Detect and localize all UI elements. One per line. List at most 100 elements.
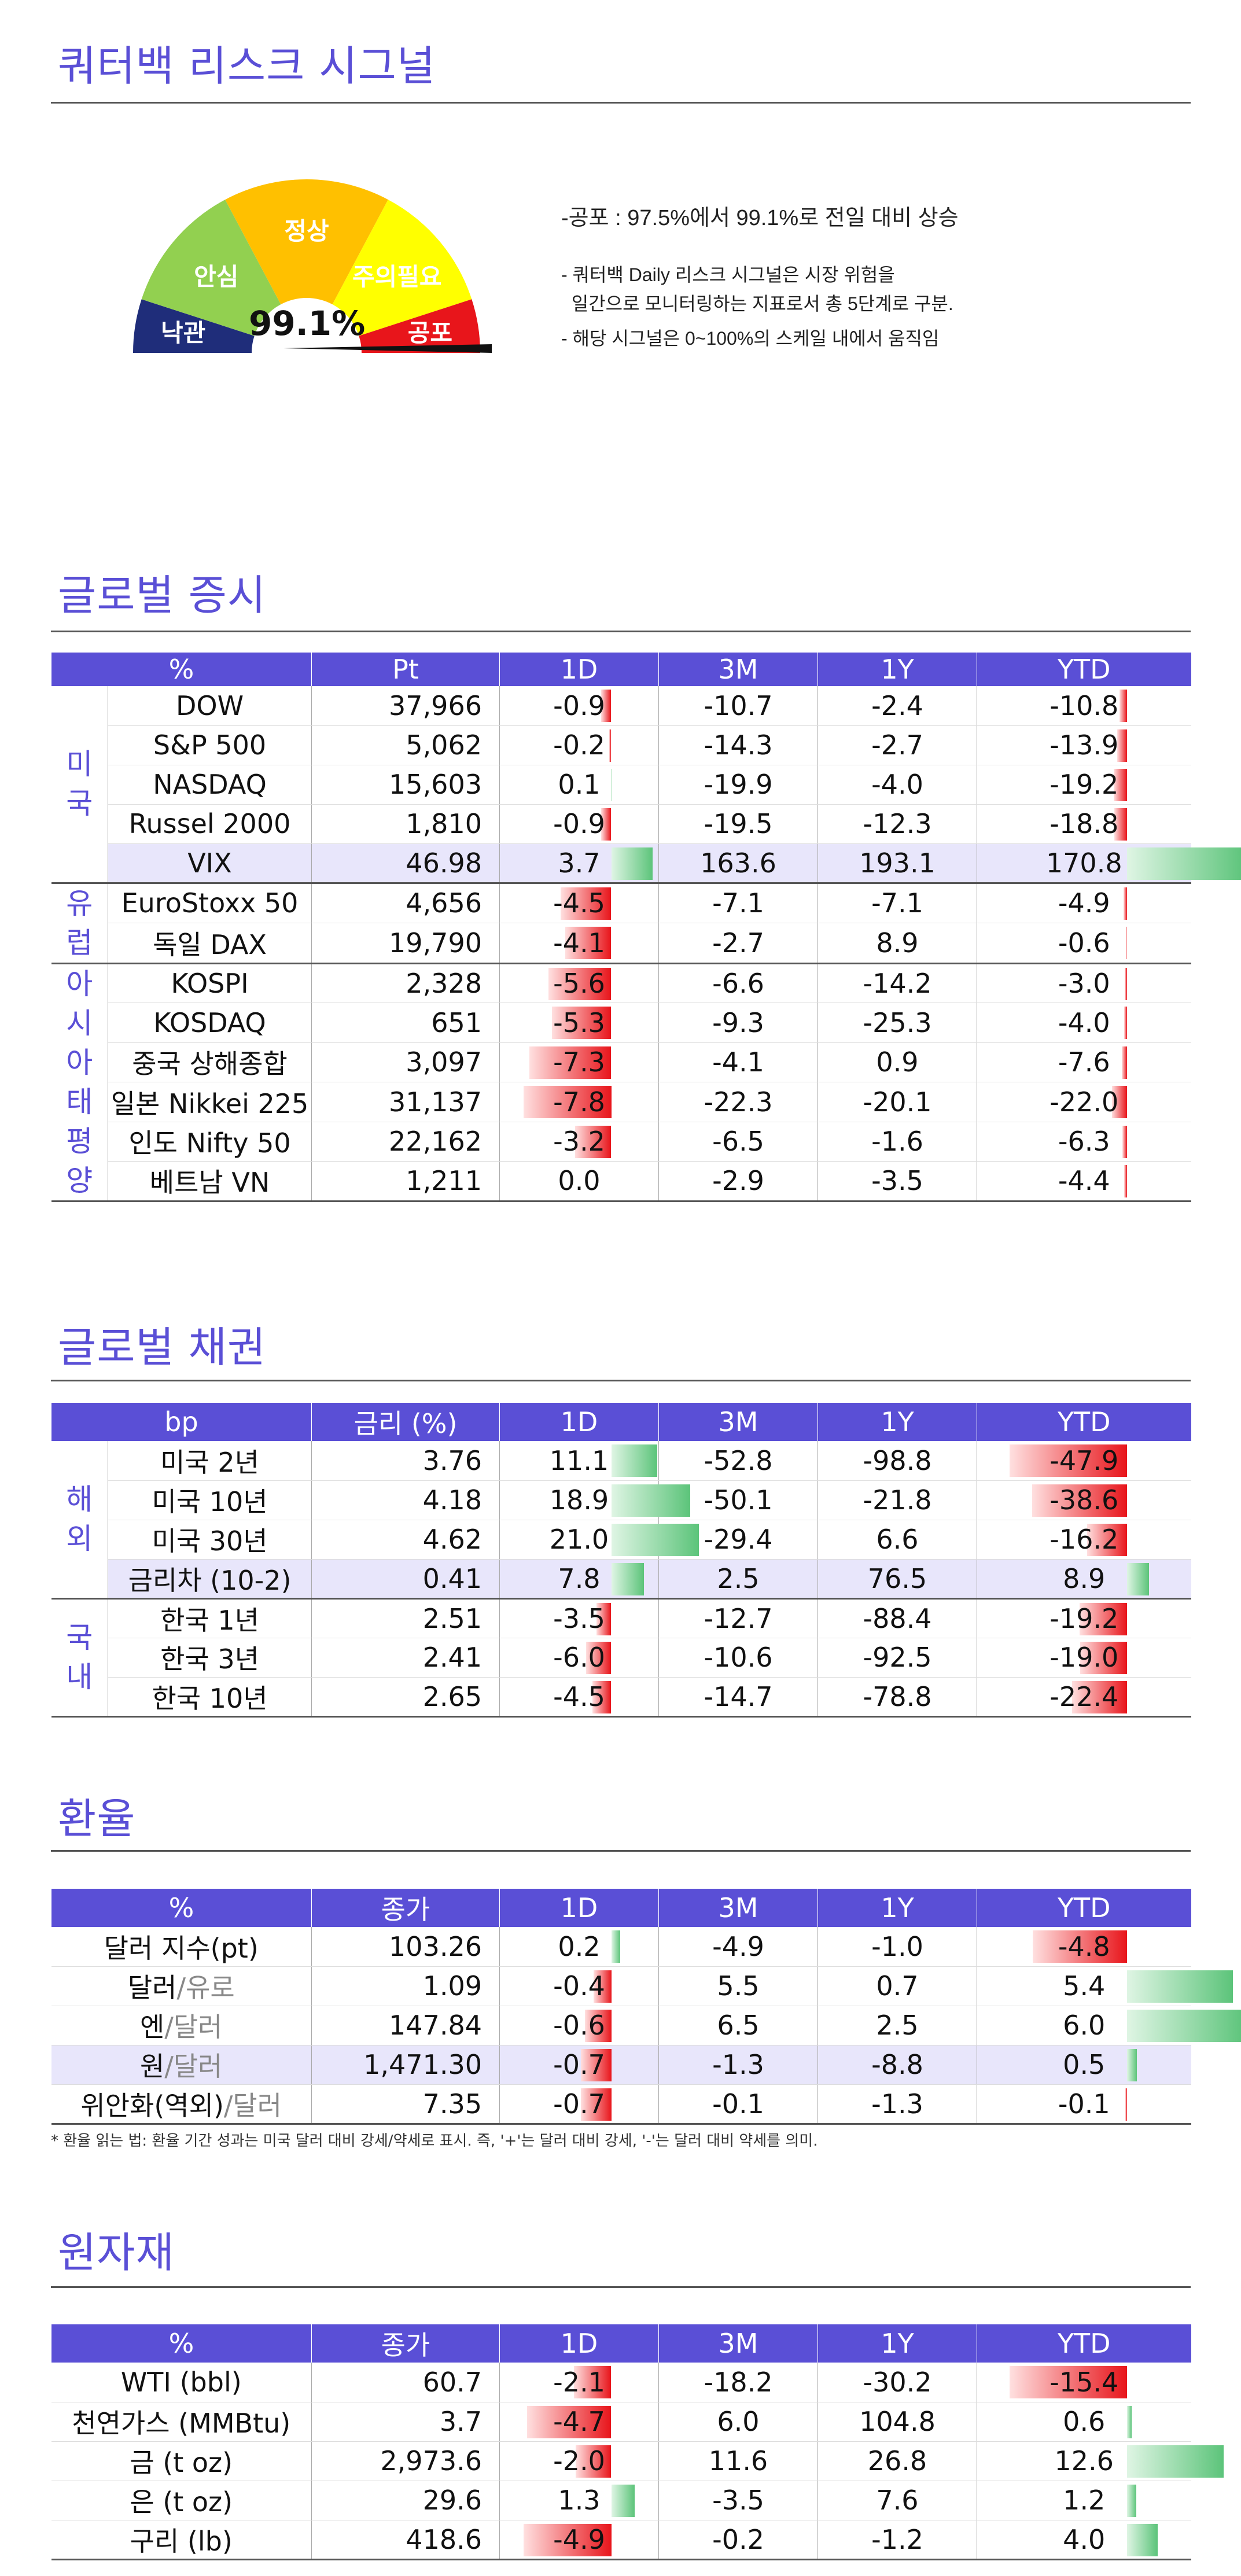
value-bar bbox=[609, 729, 612, 762]
value-bar bbox=[1127, 2523, 1158, 2556]
table-row: 달러 지수(pt) 103.26 0.2 -4.9 -1.0 -4.8 bbox=[51, 1927, 1191, 1967]
value-bar bbox=[1124, 1007, 1127, 1039]
table-row: 해 외 미국 2년 3.76 11.1 -52.8 -98.8 -47.9 bbox=[51, 1441, 1191, 1600]
table-row: 국 내 한국 1년 2.51 -3.5 -12.7 -88.4 -19.2 bbox=[51, 1598, 1191, 1718]
column-header: 3M bbox=[658, 1403, 818, 1441]
bond-title: 글로벌 채권 bbox=[58, 1323, 267, 1372]
column-header: 1Y bbox=[817, 1889, 977, 1927]
value-bar bbox=[585, 2009, 612, 2042]
value-bar bbox=[580, 2088, 612, 2121]
column-header: 3M bbox=[658, 1889, 818, 1927]
equity-title: 글로벌 증시 bbox=[58, 571, 267, 620]
value-bar bbox=[561, 887, 612, 920]
value-bar bbox=[611, 1444, 658, 1477]
value-bar bbox=[611, 1562, 644, 1595]
table-row: KOSDAQ 651 -5.3 -9.3 -25.3 -4.0 bbox=[51, 1003, 1191, 1043]
table-header: bp 금리 (%) 1D 3M 1Y YTD bbox=[51, 1403, 1191, 1441]
table-row: 한국 3년 2.41 -6.0 -10.6 -92.5 -19.0 bbox=[51, 1638, 1191, 1678]
column-header: YTD bbox=[977, 653, 1191, 686]
row-name: 달러 지수(pt) bbox=[51, 1927, 312, 1967]
value-bar bbox=[527, 2405, 612, 2438]
value-bar bbox=[1087, 1523, 1127, 1556]
fx-title: 환율 bbox=[58, 1794, 136, 1843]
value-bar bbox=[548, 967, 612, 1000]
table-row: S&P 500 5,062 -0.2 -14.3 -2.7 -13.9 bbox=[51, 725, 1191, 765]
column-header: 1Y bbox=[817, 2324, 977, 2363]
column-header: 1D bbox=[499, 1403, 659, 1441]
value-bar bbox=[1032, 1484, 1127, 1517]
column-header: bp bbox=[51, 1403, 312, 1441]
value-bar bbox=[1127, 2405, 1132, 2438]
value-bar bbox=[1114, 768, 1127, 801]
table-row: 유 럽 EuroStoxx 50 4,656 -4.5 -7.1 -7.1 -4.9 bbox=[51, 883, 1191, 964]
gauge-seg-optimism bbox=[133, 299, 255, 353]
value-bar bbox=[611, 768, 613, 801]
risk-rule bbox=[51, 102, 1191, 104]
value-bar bbox=[575, 1125, 612, 1158]
row-name: 금 (t oz) bbox=[51, 2441, 312, 2481]
table-row: WTI (bbl) 60.7 -2.1 -18.2 -30.2 -15.4 bbox=[51, 2363, 1191, 2402]
value-bar bbox=[565, 927, 612, 959]
column-header: YTD bbox=[977, 1889, 1191, 1927]
table-row: 금 (t oz) 2,973.6 -2.0 11.6 26.8 12.6 bbox=[51, 2441, 1224, 2481]
row-name: 엔/달러 bbox=[51, 2006, 312, 2046]
table-header: % Pt 1D 3M 1Y YTD bbox=[51, 653, 1191, 686]
table-row: 엔/달러 147.84 -0.6 6.5 2.5 6.0 bbox=[51, 2006, 1241, 2046]
row-name: 위안화(역외)/달러 bbox=[51, 2084, 312, 2125]
gauge-label: 정상 bbox=[284, 217, 329, 245]
value-bar bbox=[1125, 967, 1127, 1000]
table-row: 천연가스 (MMBtu) 3.7 -4.7 6.0 104.8 0.6 bbox=[51, 2402, 1191, 2442]
row-name: 은 (t oz) bbox=[51, 2481, 312, 2520]
bond-rule bbox=[51, 1380, 1191, 1381]
value-bar bbox=[592, 1681, 612, 1713]
value-bar bbox=[611, 847, 653, 880]
value-bar bbox=[1127, 2009, 1241, 2042]
table-row: 아 시 아 태 평 양 KOSPI 2,328 -5.6 -6.6 -14.2 -3.0 bbox=[51, 963, 1191, 1202]
table-row: 인도 Nifty 50 22,162 -3.2 -6.5 -1.6 -6.3 bbox=[51, 1122, 1191, 1162]
column-header: 종가 bbox=[311, 1889, 500, 1927]
cmdty-rule bbox=[51, 2286, 1191, 2288]
gauge-label: 주의필요 bbox=[352, 263, 442, 291]
table-row: 독일 DAX 19,790 -4.1 -2.7 8.9 -0.6 bbox=[51, 923, 1191, 964]
value-bar bbox=[1127, 2445, 1224, 2478]
value-bar bbox=[1126, 927, 1127, 959]
gauge-seg-caution bbox=[332, 200, 472, 336]
row-name: WTI (bbl) bbox=[51, 2363, 312, 2402]
table-row: 일본 Nikkei 225 31,137 -7.8 -22.3 -20.1 -22.0 bbox=[51, 1082, 1191, 1122]
table-header: % 종가 1D 3M 1Y YTD bbox=[51, 2324, 1191, 2363]
value-bar bbox=[586, 1641, 612, 1674]
table-row: VIX 46.98 3.7 163.6 193.1 170.8 bbox=[51, 843, 1241, 884]
cmdty-table: % 종가 1D 3M 1Y YTD WTI (bbl) 60.7 -2.1 -18.2 -30.2-… bbox=[51, 2324, 1224, 2560]
value-bar bbox=[1127, 2484, 1136, 2517]
value-bar bbox=[524, 2523, 612, 2556]
risk-note-2: 일간으로 모니터링하는 지표로서 총 5단계로 구분. bbox=[561, 293, 953, 314]
column-header: 1D bbox=[499, 2324, 659, 2363]
table-row: 미 국 DOW 37,966 -0.9 -10.7 -2.4 -10.8 bbox=[51, 686, 1191, 884]
risk-value: 99.1% bbox=[249, 304, 366, 343]
table-row: 은 (t oz) 29.6 1.3 -3.5 7.6 1.2 bbox=[51, 2481, 1191, 2520]
column-header: % bbox=[51, 653, 312, 686]
value-bar bbox=[1127, 1970, 1233, 2003]
table-row: Russel 2000 1,810 -0.9 -19.5 -12.3 -18.8 bbox=[51, 804, 1191, 844]
table-row: NASDAQ 15,603 0.1 -19.9 -4.0 -19.2 bbox=[51, 765, 1191, 805]
row-name: 달러/유로 bbox=[51, 1966, 312, 2006]
value-bar bbox=[1009, 2366, 1127, 2398]
table-row: 구리 (lb) 418.6 -4.9 -0.2 -1.2 4.0 bbox=[51, 2520, 1191, 2560]
bond-table: bp 금리 (%) 1D 3M 1Y YTD 해 외 미국 2년 3.76 11.1 -52.8 -98… bbox=[51, 1403, 1191, 1718]
value-bar bbox=[611, 1930, 620, 1963]
column-header: % bbox=[51, 2324, 312, 2363]
column-header: 금리 (%) bbox=[311, 1403, 500, 1441]
table-row: 금리차 (10-2) 0.41 7.8 2.5 76.5 8.9 bbox=[51, 1559, 1191, 1600]
column-header: 1Y bbox=[817, 653, 977, 686]
value-bar bbox=[1127, 1562, 1149, 1595]
table-row: 위안화(역외)/달러 7.35 -0.7 -0.1 -1.3 -0.1 bbox=[51, 2084, 1191, 2125]
value-bar bbox=[596, 1602, 612, 1635]
fx-table: % 종가 1D 3M 1Y YTD 달러 지수(pt) 103.26 0.2 -4.9 -1.0 -4… bbox=[51, 1889, 1241, 2125]
risk-title: 쿼터백 리스크 시그널 bbox=[58, 42, 436, 90]
table-row: 달러/유로 1.09 -0.4 5.5 0.7 5.4 bbox=[51, 1966, 1233, 2006]
